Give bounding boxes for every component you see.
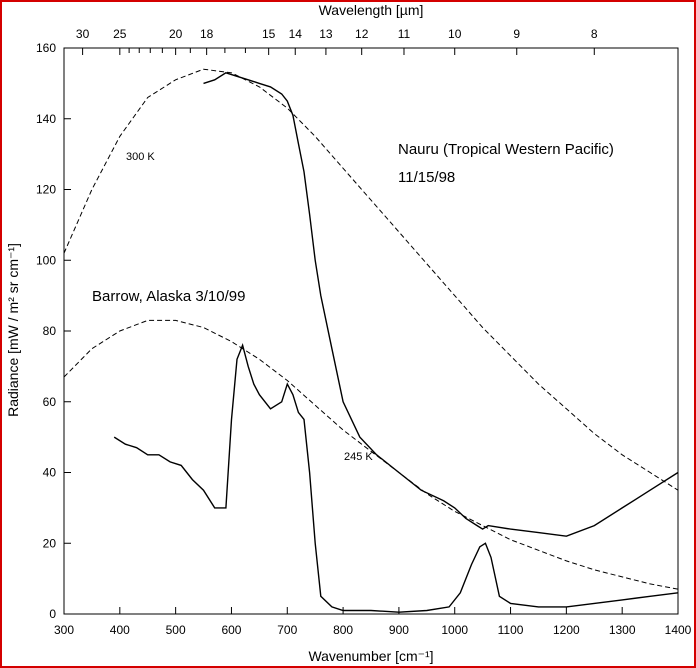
y-tick-label: 140 xyxy=(36,112,56,126)
top-axis-ticks: 30 25 20 18 15 14 13 12 11 10 9 8 xyxy=(76,27,598,55)
series-line-0 xyxy=(63,68,679,491)
top-axis-title: Wavelength [µm] xyxy=(319,2,424,18)
y-tick-label: 120 xyxy=(36,183,56,197)
annotation-2: Barrow, Alaska 3/10/99 xyxy=(92,288,245,305)
top-tick-label: 25 xyxy=(113,27,127,41)
y-tick-label: 60 xyxy=(43,395,57,409)
top-tick-label: 11 xyxy=(398,27,411,41)
x-tick-label: 1300 xyxy=(609,623,636,637)
x-tick-label: 800 xyxy=(333,623,353,637)
x-tick-label: 1400 xyxy=(665,623,692,637)
top-tick-label: 13 xyxy=(319,27,333,41)
y-tick-label: 0 xyxy=(49,607,56,621)
top-tick-label: 10 xyxy=(448,27,462,41)
y-axis-ticks: 0 20 40 60 80 100 120 140 160 xyxy=(36,41,71,621)
x-tick-label: 700 xyxy=(277,623,297,637)
top-tick-label: 30 xyxy=(76,27,90,41)
x-tick-label: 600 xyxy=(221,623,241,637)
annotation-3: 300 K xyxy=(126,151,155,163)
annotation-4: 245 K xyxy=(344,451,373,463)
annotations: Nauru (Tropical Western Pacific) 11/15/98… xyxy=(92,141,614,463)
x-axis-ticks: 300 400 500 600 700 800 900 1000 1100 1200 1300 140… xyxy=(54,607,692,637)
series-line-2 xyxy=(203,72,679,537)
x-axis-title: Wavenumber [cm⁻¹] xyxy=(308,648,433,664)
x-tick-label: 500 xyxy=(166,623,186,637)
y-axis-title: Radiance [mW / m² sr cm⁻¹] xyxy=(5,243,21,417)
y-tick-label: 80 xyxy=(43,324,57,338)
top-tick-label: 9 xyxy=(513,27,520,41)
top-tick-label: 14 xyxy=(289,27,303,41)
top-tick-label: 12 xyxy=(355,27,369,41)
y-tick-label: 100 xyxy=(36,253,56,267)
y-tick-label: 40 xyxy=(43,466,57,480)
x-tick-label: 1100 xyxy=(498,623,524,637)
y-tick-label: 160 xyxy=(36,41,56,55)
series-line-3 xyxy=(113,342,679,613)
top-tick-label: 18 xyxy=(200,27,214,41)
top-tick-label: 15 xyxy=(262,27,276,41)
x-tick-label: 1200 xyxy=(553,623,580,637)
annotation-1: 11/15/98 xyxy=(398,169,455,186)
series-line-1 xyxy=(63,319,679,590)
top-tick-label: 20 xyxy=(169,27,183,41)
x-tick-label: 400 xyxy=(110,623,130,637)
x-tick-label: 300 xyxy=(54,623,74,637)
top-tick-label: 8 xyxy=(591,27,598,41)
x-tick-label: 900 xyxy=(389,623,409,637)
curve-layer xyxy=(63,68,679,613)
x-tick-label: 1000 xyxy=(441,623,468,637)
annotation-0: Nauru (Tropical Western Pacific) xyxy=(398,141,614,158)
y-tick-label: 20 xyxy=(43,536,57,550)
